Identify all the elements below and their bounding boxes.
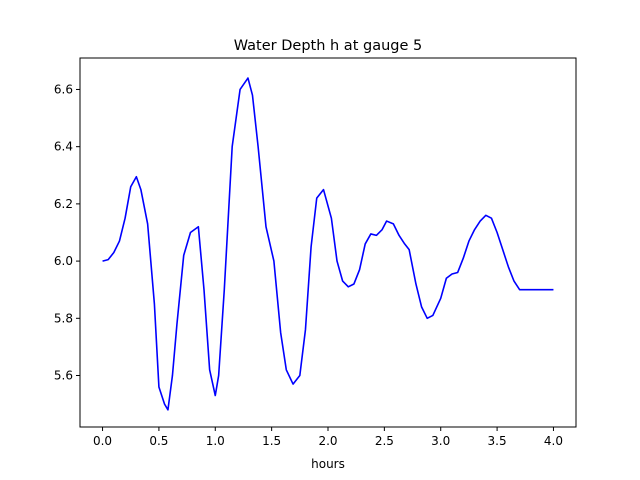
x-tick-label: 3.0 xyxy=(431,434,450,448)
x-tick-label: 2.0 xyxy=(318,434,337,448)
y-tick-label: 6.4 xyxy=(54,140,73,154)
series-line-0 xyxy=(102,77,554,411)
y-tick-label: 6.2 xyxy=(54,197,73,211)
x-tick-label: 1.5 xyxy=(262,434,281,448)
x-axis-label: hours xyxy=(311,457,345,471)
x-tick-label: 0.5 xyxy=(149,434,168,448)
y-tick-label: 6.0 xyxy=(54,254,73,268)
plot-area xyxy=(79,57,577,428)
chart-title: Water Depth h at gauge 5 xyxy=(234,38,422,54)
x-axis: 0.0 0.5 1.0 1.5 2.0 2.5 3.0 3.5 4.0 xyxy=(93,427,563,448)
y-tick-label: 5.8 xyxy=(54,311,73,325)
x-tick-label: 4.0 xyxy=(544,434,563,448)
x-tick-label: 3.5 xyxy=(488,434,507,448)
y-tick-label: 5.6 xyxy=(54,369,73,383)
x-tick-label: 2.5 xyxy=(375,434,394,448)
y-tick-label: 6.6 xyxy=(54,82,73,96)
x-tick-label: 1.0 xyxy=(206,434,225,448)
axes-frame xyxy=(79,57,577,428)
y-axis: 5.6 5.8 6.0 6.2 6.4 6.6 xyxy=(54,82,80,383)
x-tick-label: 0.0 xyxy=(93,434,112,448)
